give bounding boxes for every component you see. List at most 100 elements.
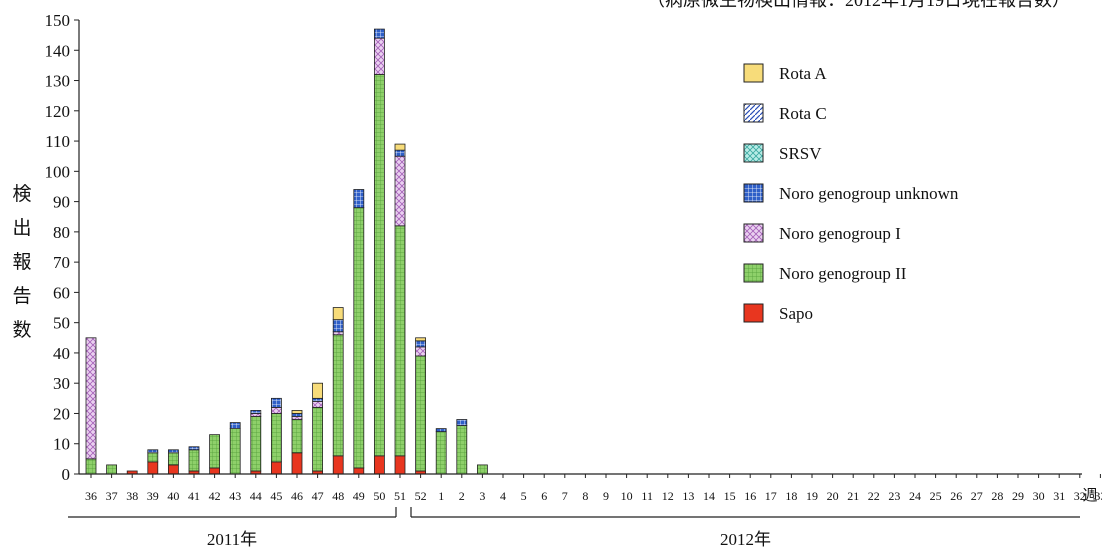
x-tick-label: 11 [641, 489, 653, 503]
bar-segment-sapo [270, 461, 282, 475]
x-tick-label: 40 [167, 489, 179, 503]
y-tick-label: 10 [53, 435, 70, 454]
legend-label: Noro genogroup I [779, 224, 901, 243]
x-tick-label: 6 [541, 489, 547, 503]
x-tick-label: 17 [765, 489, 777, 503]
legend-label: Rota C [779, 104, 827, 123]
y-axis-label-char: 報 [12, 251, 31, 273]
x-tick-label: 21 [847, 489, 859, 503]
x-tick-label: 45 [270, 489, 282, 503]
y-tick-label: 130 [45, 72, 71, 91]
bar-segment-rota-a [394, 143, 406, 151]
y-axis: 0 10 20 30 40 50 60 70 80 90 100 110 120 130 140 150 [45, 11, 80, 484]
x-tick-label: 19 [806, 489, 818, 503]
x-tick-label: 20 [827, 489, 839, 503]
bar-segment-noro-genogroup-ii [291, 419, 303, 454]
bar-segment-noro-genogroup-ii [188, 449, 200, 472]
y-axis-label-char: 告 [12, 285, 31, 307]
bar-segment-noro-genogroup-i [291, 416, 303, 420]
x-tick-label: 7 [562, 489, 568, 503]
bar-segment-noro-genogroup-unknown [394, 149, 406, 157]
bar-segment-noro-genogroup-i [394, 155, 406, 227]
year-label: 2012年 [720, 530, 771, 548]
bar-segment-noro-genogroup-ii [270, 413, 282, 463]
bar-segment-noro-genogroup-ii [250, 416, 262, 472]
bar-segment-noro-genogroup-ii [209, 434, 221, 469]
x-tick-label: 27 [971, 489, 983, 503]
y-tick-label: 70 [53, 253, 70, 272]
bar-segment-noro-genogroup-ii [476, 464, 488, 475]
bar-segment-sapo [332, 455, 344, 475]
bar-segment-noro-genogroup-unknown [270, 397, 282, 408]
bar-segment-sapo [291, 452, 303, 475]
x-tick-label: 51 [394, 489, 406, 503]
x-tick-label: 1 [438, 489, 444, 503]
bar-segment-noro-genogroup-i [312, 400, 324, 408]
y-tick-label: 110 [45, 132, 70, 151]
legend-label: SRSV [779, 144, 822, 163]
bar-segment-noro-genogroup-unknown [229, 422, 241, 429]
x-tick-label: 8 [582, 489, 588, 503]
legend-swatch [743, 223, 764, 243]
x-axis: 36 37 38 39 40 41 42 43 44 45 46 47 48 49 50 51 52 1 2 3 4 5 6… [79, 473, 1102, 504]
x-tick-label: 42 [209, 489, 221, 503]
legend-swatch [743, 143, 764, 163]
bar-segment-sapo [147, 461, 159, 475]
y-tick-label: 30 [53, 374, 70, 393]
bar-segment-noro-genogroup-i [85, 337, 97, 460]
x-tick-label: 23 [888, 489, 900, 503]
x-tick-label: 10 [621, 489, 633, 503]
bar-segment-noro-genogroup-ii [435, 431, 447, 475]
x-tick-label: 30 [1033, 489, 1045, 503]
year-brackets: 2011年 2012年 [68, 507, 1080, 548]
x-tick-label: 24 [909, 489, 921, 503]
bar-segment-noro-genogroup-i [373, 37, 385, 75]
bar-segment-noro-genogroup-i [332, 331, 344, 336]
bar-segment-noro-genogroup-ii [106, 464, 117, 475]
bar-segment-noro-genogroup-ii [229, 428, 241, 475]
bar-segment-noro-genogroup-unknown [332, 319, 344, 333]
bar-segment-noro-genogroup-i [250, 413, 262, 417]
bar-segment-noro-genogroup-unknown [456, 419, 468, 426]
x-tick-label: 47 [312, 489, 324, 503]
bar-segment-rota-a [332, 307, 344, 321]
y-tick-label: 40 [53, 344, 70, 363]
x-tick-label: 22 [868, 489, 880, 503]
x-tick-label: 16 [744, 489, 756, 503]
x-tick-label: 41 [188, 489, 200, 503]
bar-segment-noro-genogroup-ii [415, 355, 427, 472]
bar-segment-noro-genogroup-ii [85, 458, 97, 475]
legend-swatch [743, 263, 764, 283]
y-tick-label: 80 [53, 223, 70, 242]
legend-label: Noro genogroup unknown [779, 184, 959, 203]
bar-segment-noro-genogroup-unknown [353, 189, 365, 209]
bar-segment-noro-genogroup-ii [312, 407, 324, 472]
bar-segment-noro-genogroup-unknown [291, 413, 303, 417]
legend-swatch [743, 303, 764, 323]
y-tick-label: 120 [45, 102, 71, 121]
x-tick-label: 49 [353, 489, 365, 503]
bar-segment-rota-a [291, 410, 303, 414]
x-tick-label: 9 [603, 489, 609, 503]
bar-segment-sapo [394, 455, 406, 475]
x-tick-label: 31 [1053, 489, 1065, 503]
x-tick-label: 12 [662, 489, 674, 503]
bar-segment-noro-genogroup-ii [394, 225, 406, 457]
bar-segment-noro-genogroup-unknown [312, 397, 324, 402]
legend-swatch [743, 183, 764, 203]
x-tick-label: 50 [373, 489, 385, 503]
x-tick-label: 48 [332, 489, 344, 503]
x-tick-label: 26 [950, 489, 962, 503]
x-tick-label: 25 [930, 489, 942, 503]
bar-segment-noro-genogroup-ii [147, 452, 159, 463]
bar-segment-noro-genogroup-unknown [167, 449, 179, 454]
legend: Rota A Rota C SRSV Noro genogroup unknown No… [743, 63, 959, 323]
x-tick-label: 5 [521, 489, 527, 503]
x-tick-label: 52 [415, 489, 427, 503]
y-tick-label: 90 [53, 193, 70, 212]
x-axis-unit: 週 [1082, 487, 1097, 504]
x-tick-label: 15 [724, 489, 736, 503]
x-tick-label: 2 [459, 489, 465, 503]
bar-segment-noro-genogroup-ii [353, 207, 365, 469]
